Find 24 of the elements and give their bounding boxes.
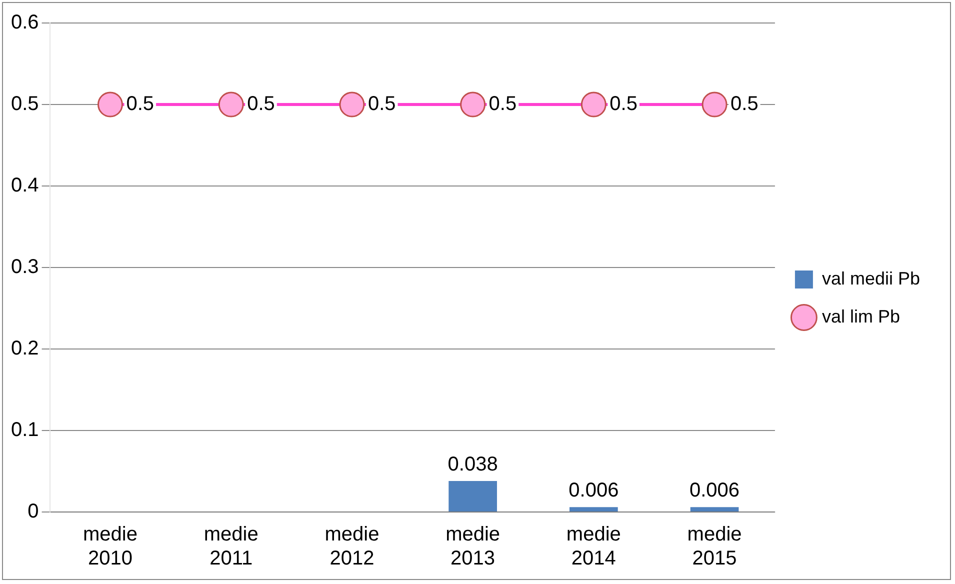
y-tick-label: 0.5 [10,93,39,116]
y-tick-label: 0.6 [10,12,39,34]
y-tick-label: 0 [28,500,39,523]
y-tick-label: 0.3 [10,256,39,278]
data-label: 0.5 [488,93,517,116]
x-tick-label: medie 2011 [204,524,258,570]
data-label: 0.5 [730,93,758,116]
y-tick-label: 0.2 [10,338,39,360]
data-label: 0.5 [247,93,275,116]
x-tick-label: medie 2013 [446,524,500,570]
legend-label: val medii Pb [822,268,920,288]
y-tick-label: 0.4 [10,174,39,197]
data-label: 0.5 [610,93,638,116]
x-tick-label: medie 2015 [687,524,742,570]
data-label: 0.5 [126,93,154,116]
y-tick-label: 0.1 [10,419,39,442]
data-label: 0.006 [568,480,619,502]
data-label: 0.5 [368,93,396,116]
legend-label: val lim Pb [822,306,900,326]
x-tick-label: medie 2010 [82,524,138,570]
data-label: 0.038 [448,454,498,476]
data-label: 0.006 [689,480,740,502]
x-tick-label: medie 2012 [324,524,380,570]
x-tick-label: medie 2014 [566,524,621,570]
